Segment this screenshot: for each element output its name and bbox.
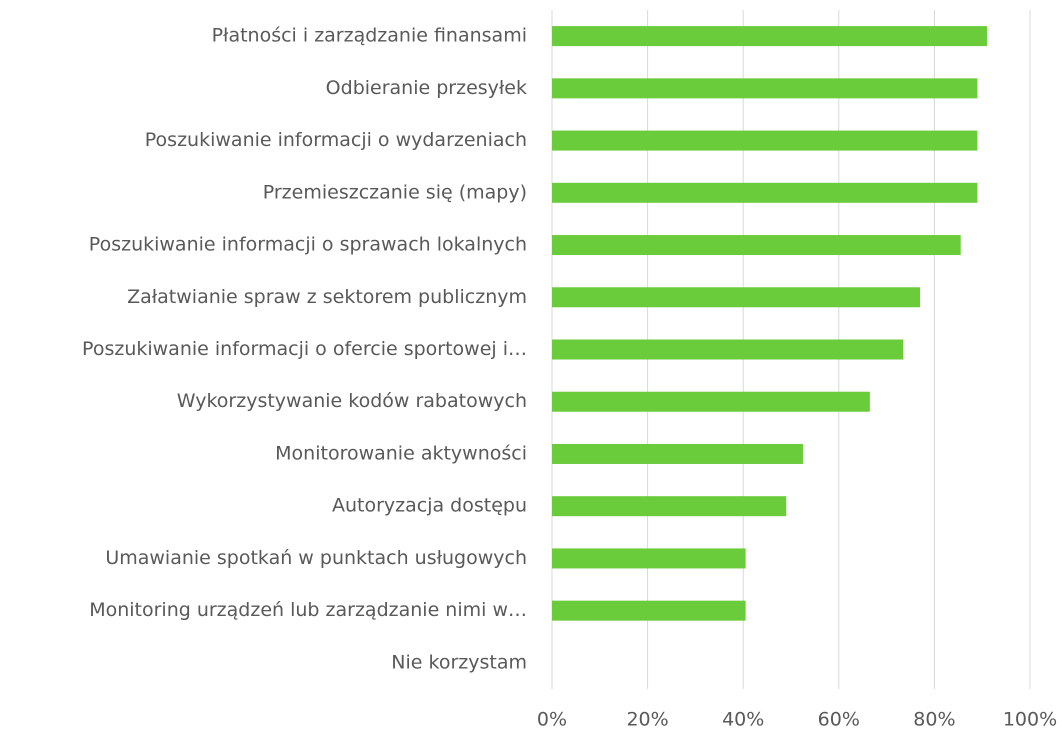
- y-tick-label: Umawianie spotkań w punktach usługowych: [105, 547, 527, 569]
- bar: [552, 182, 978, 203]
- y-tick-label: Autoryzacja dostępu: [332, 495, 527, 517]
- y-tick-label: Wykorzystywanie kodów rabatowych: [177, 390, 527, 412]
- bar: [552, 287, 921, 308]
- y-tick-label: Przemieszczanie się (mapy): [263, 181, 527, 203]
- y-tick-label: Monitorowanie aktywności: [275, 442, 527, 464]
- x-tick-label: 0%: [537, 709, 567, 731]
- y-tick-label: Płatności i zarządzanie finansami: [212, 25, 527, 47]
- y-tick-label: Poszukiwanie informacji o wydarzeniach: [145, 129, 527, 151]
- x-tick-label: 60%: [818, 709, 860, 731]
- bar: [552, 391, 870, 412]
- x-tick-label: 80%: [913, 709, 955, 731]
- x-tick-label: 20%: [626, 709, 668, 731]
- y-tick-label: Monitoring urządzeń lub zarządzanie nimi…: [89, 599, 527, 621]
- y-tick-label: Odbieranie przesyłek: [326, 77, 527, 99]
- x-tick-label: 100%: [1003, 709, 1057, 731]
- y-tick-label: Poszukiwanie informacji o sprawach lokal…: [89, 234, 527, 256]
- bar: [552, 235, 961, 256]
- bar: [552, 339, 904, 360]
- y-tick-label: Nie korzystam: [391, 651, 527, 673]
- bar: [552, 130, 978, 151]
- bar: [552, 496, 787, 517]
- y-tick-label: Załatwianie spraw z sektorem publicznym: [127, 286, 527, 308]
- bar: [552, 78, 978, 99]
- bar: [552, 26, 987, 47]
- y-tick-label: Poszukiwanie informacji o ofercie sporto…: [82, 338, 527, 360]
- bar: [552, 548, 746, 569]
- bar: [552, 443, 803, 464]
- bar: [552, 600, 746, 621]
- x-tick-label: 40%: [722, 709, 764, 731]
